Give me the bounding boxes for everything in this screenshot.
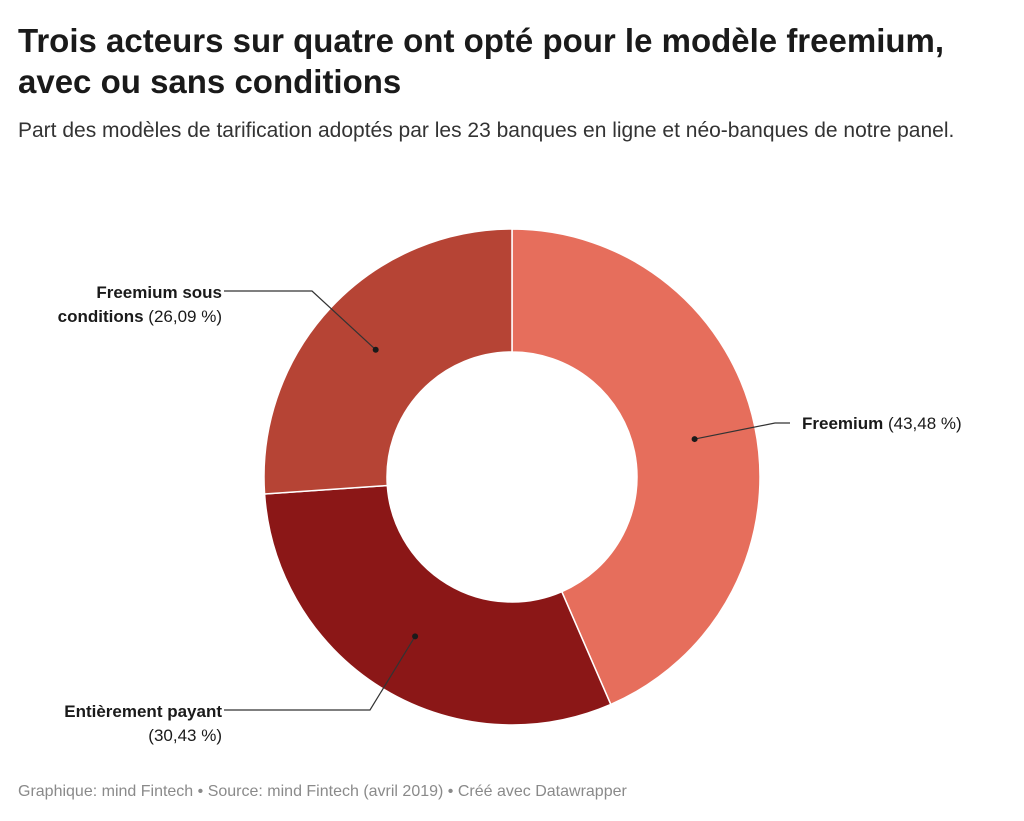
leader-line (694, 422, 790, 440)
donut-slice (263, 228, 513, 495)
donut-slice (511, 228, 761, 706)
donut-slice (263, 484, 612, 726)
slice-label: Entièrement payant (30,43 %) (64, 702, 222, 745)
chart-title: Trois acteurs sur quatre ont opté pour l… (18, 22, 945, 100)
leader-line (224, 636, 416, 711)
leader-line (224, 290, 377, 351)
leader-dot (691, 436, 698, 443)
chart-subtitle: Part des modèles de tarification adoptés… (18, 119, 955, 142)
slice-label: Freemium (43,48 %) (802, 414, 962, 433)
slice-label: Freemium sous conditions (26,09 %) (58, 283, 222, 326)
leader-dot (412, 633, 419, 640)
leader-dot (372, 346, 379, 353)
chart-footer: Graphique: mind Fintech • Source: mind F… (18, 783, 627, 800)
